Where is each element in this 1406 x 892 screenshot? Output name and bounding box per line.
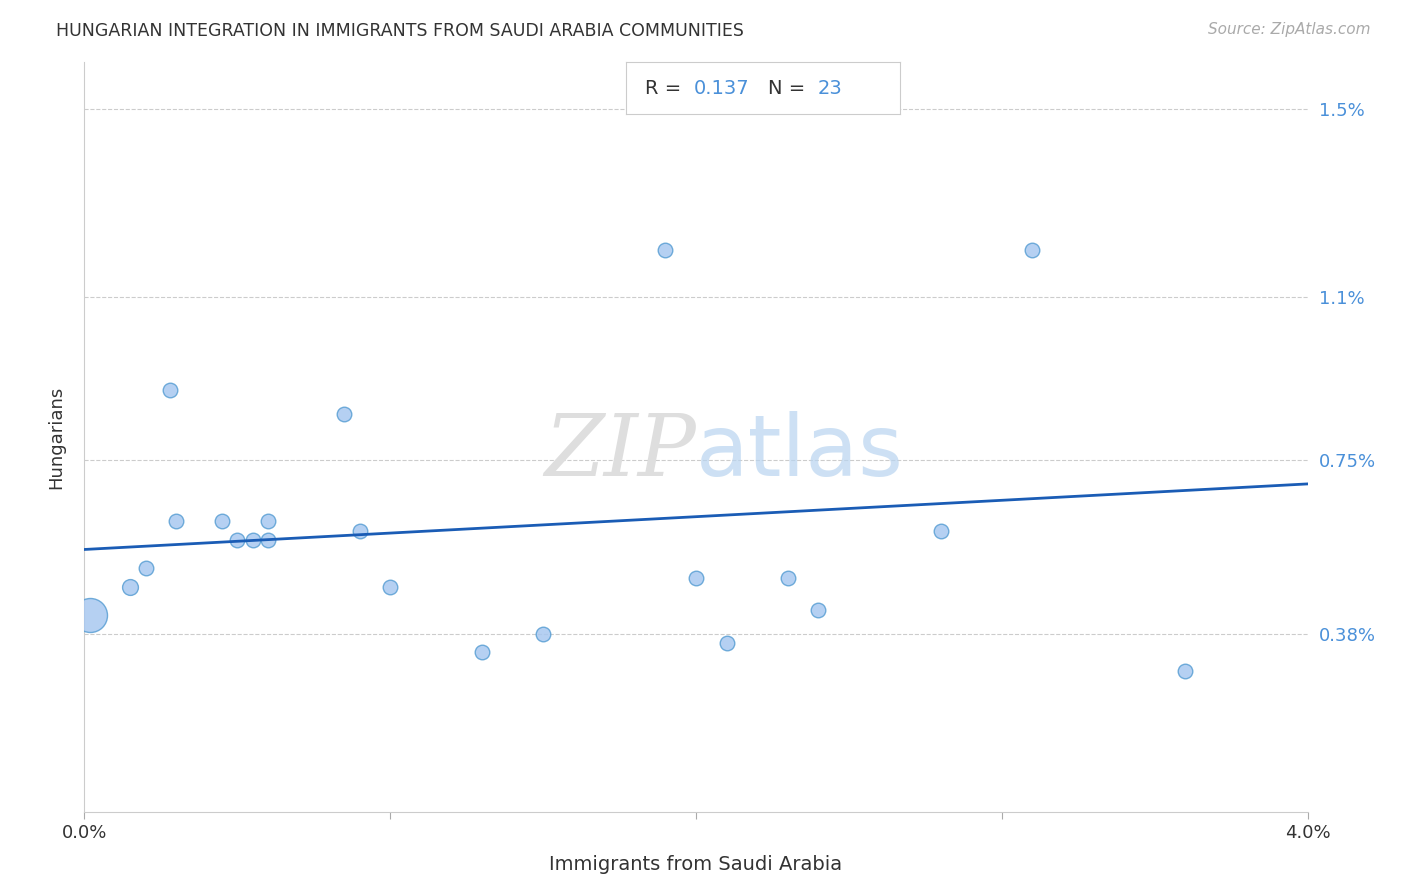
Point: [159, 384, 181, 398]
Text: HUNGARIAN INTEGRATION IN IMMIGRANTS FROM SAUDI ARABIA COMMUNITIES: HUNGARIAN INTEGRATION IN IMMIGRANTS FROM…: [56, 22, 744, 40]
Point: [257, 533, 280, 547]
Point: [1021, 243, 1043, 257]
Point: [226, 533, 249, 547]
Point: [776, 571, 799, 585]
Point: [1174, 664, 1197, 678]
X-axis label: Immigrants from Saudi Arabia: Immigrants from Saudi Arabia: [550, 855, 842, 874]
Y-axis label: Hungarians: Hungarians: [48, 385, 66, 489]
Point: [79, 608, 101, 623]
Text: atlas: atlas: [696, 410, 904, 493]
Point: [165, 514, 187, 528]
Point: [716, 636, 738, 650]
Text: 0.137: 0.137: [695, 78, 749, 98]
Text: ZIP: ZIP: [544, 410, 696, 493]
Point: [685, 571, 707, 585]
Point: [242, 533, 264, 547]
Point: [257, 514, 280, 528]
Point: [380, 580, 402, 594]
Point: [929, 524, 952, 538]
Point: [807, 603, 830, 617]
Point: [135, 561, 157, 575]
Point: [333, 407, 356, 421]
Point: [211, 514, 233, 528]
Point: [471, 646, 494, 660]
Text: 23: 23: [818, 78, 842, 98]
Point: [349, 524, 371, 538]
Point: [531, 626, 554, 640]
Point: [654, 243, 676, 257]
Point: [120, 580, 142, 594]
Text: N =: N =: [768, 78, 811, 98]
Text: R =: R =: [645, 78, 688, 98]
Text: Source: ZipAtlas.com: Source: ZipAtlas.com: [1208, 22, 1371, 37]
